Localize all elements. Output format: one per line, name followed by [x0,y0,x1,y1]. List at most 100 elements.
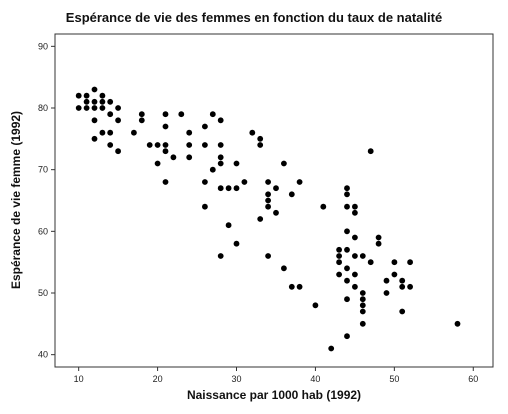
y-tick-label: 40 [38,350,48,360]
data-point [296,283,303,290]
data-point [399,277,406,284]
x-tick-label: 50 [389,374,399,384]
data-point [359,302,366,309]
data-point [399,283,406,290]
data-point [265,203,271,210]
data-point [138,117,145,124]
data-point [344,203,350,210]
data-point [359,320,366,327]
data-point [352,253,358,259]
data-point [233,240,240,247]
y-tick-label: 60 [38,226,48,236]
data-point [336,259,342,266]
data-point [186,154,193,161]
x-tick-label: 40 [310,374,320,384]
data-point [344,191,350,198]
data-point [296,179,303,185]
data-point [107,98,114,105]
data-point [344,246,350,253]
data-point [375,240,382,247]
data-point [170,154,177,161]
plot-area [54,33,494,368]
data-point [217,160,224,167]
data-point [344,228,350,235]
data-point [328,345,335,352]
data-point [257,216,264,222]
data-point [83,92,90,99]
data-point [359,308,366,315]
data-point [115,105,121,111]
data-point [344,265,350,272]
data-point [352,209,358,216]
y-axis: 40 50 60 70 80 90 [38,41,55,360]
data-point [131,129,137,136]
data-point [107,111,114,118]
data-point [91,105,98,111]
data-point [107,129,114,136]
data-point [225,185,232,192]
data-point [344,296,350,303]
data-point [359,253,366,259]
data-point [75,92,82,99]
y-tick-label: 70 [38,165,48,175]
y-axis-label: Espérance de vie femme (1992) [9,111,23,289]
data-point [83,105,90,111]
data-point [91,98,98,105]
data-point [217,142,224,148]
data-point [265,191,271,198]
data-point [83,98,90,105]
data-point [407,259,413,266]
data-point [162,142,169,148]
data-point [162,123,169,130]
data-point [241,179,248,185]
data-point [454,320,461,327]
data-point [178,111,185,118]
y-tick-label: 80 [38,103,48,113]
data-point [344,333,350,340]
data-point [359,290,366,296]
data-point [209,111,216,118]
data-point [99,98,106,105]
data-point [344,185,350,192]
data-point [383,277,390,284]
data-point [99,105,106,111]
data-point [233,185,240,192]
data-point [352,203,358,210]
data-point [383,290,390,296]
data-point [209,166,216,173]
x-axis-label: Naissance par 1000 hab (1992) [187,388,361,402]
x-tick-label: 60 [468,374,478,384]
data-point [75,105,82,111]
data-point [273,185,279,192]
data-point [391,259,398,266]
data-point [154,160,161,167]
data-point [367,259,374,266]
data-point [202,142,208,148]
data-point [225,222,232,229]
data-point [336,271,342,278]
data-point [344,277,350,284]
data-point [399,308,406,315]
data-point [336,246,342,253]
data-point [186,129,193,136]
x-tick-label: 10 [74,374,84,384]
data-point [91,135,98,142]
data-point [265,179,271,185]
y-tick-label: 90 [38,41,48,51]
data-point [407,283,413,290]
data-point [99,92,106,99]
x-axis: 10 20 30 40 50 60 [74,367,478,384]
data-point [336,253,342,259]
data-point [99,129,106,136]
data-point [281,265,287,272]
data-point [162,111,169,118]
data-point [352,283,358,290]
x-tick-label: 30 [232,374,242,384]
data-point [202,179,208,185]
data-point [367,148,374,155]
chart-title: Espérance de vie des femmes en fonction … [66,10,442,25]
data-point [249,129,256,136]
data-point [115,117,121,124]
data-point [312,302,319,309]
